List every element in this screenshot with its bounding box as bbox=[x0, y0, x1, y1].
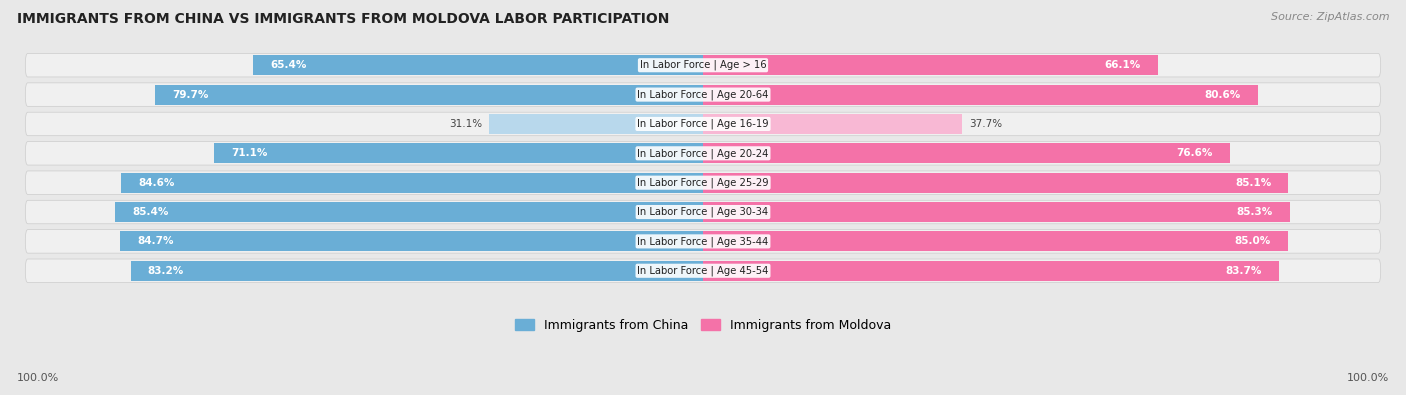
Text: In Labor Force | Age 30-34: In Labor Force | Age 30-34 bbox=[637, 207, 769, 217]
Text: 83.7%: 83.7% bbox=[1225, 266, 1261, 276]
FancyBboxPatch shape bbox=[25, 259, 1381, 282]
Text: 83.2%: 83.2% bbox=[148, 266, 184, 276]
Bar bbox=[489, 114, 703, 134]
Bar bbox=[703, 143, 1230, 163]
Text: 66.1%: 66.1% bbox=[1104, 60, 1140, 70]
Text: 84.7%: 84.7% bbox=[138, 236, 174, 246]
Text: 85.0%: 85.0% bbox=[1234, 236, 1271, 246]
Bar bbox=[131, 261, 703, 281]
Text: 100.0%: 100.0% bbox=[17, 373, 59, 383]
Bar bbox=[703, 55, 1157, 75]
Text: IMMIGRANTS FROM CHINA VS IMMIGRANTS FROM MOLDOVA LABOR PARTICIPATION: IMMIGRANTS FROM CHINA VS IMMIGRANTS FROM… bbox=[17, 12, 669, 26]
Legend: Immigrants from China, Immigrants from Moldova: Immigrants from China, Immigrants from M… bbox=[510, 314, 896, 337]
Bar bbox=[121, 173, 703, 193]
Bar bbox=[703, 261, 1279, 281]
FancyBboxPatch shape bbox=[25, 200, 1381, 224]
FancyBboxPatch shape bbox=[25, 83, 1381, 106]
Bar bbox=[121, 231, 703, 251]
Text: In Labor Force | Age 45-54: In Labor Force | Age 45-54 bbox=[637, 265, 769, 276]
Bar bbox=[155, 85, 703, 105]
FancyBboxPatch shape bbox=[25, 53, 1381, 77]
Text: Source: ZipAtlas.com: Source: ZipAtlas.com bbox=[1271, 12, 1389, 22]
Text: 65.4%: 65.4% bbox=[270, 60, 307, 70]
Text: 85.4%: 85.4% bbox=[132, 207, 169, 217]
Text: 85.1%: 85.1% bbox=[1234, 178, 1271, 188]
Text: 84.6%: 84.6% bbox=[138, 178, 174, 188]
FancyBboxPatch shape bbox=[25, 171, 1381, 194]
Bar bbox=[703, 114, 962, 134]
Bar bbox=[703, 231, 1288, 251]
Text: In Labor Force | Age > 16: In Labor Force | Age > 16 bbox=[640, 60, 766, 70]
Text: 76.6%: 76.6% bbox=[1177, 148, 1213, 158]
Text: In Labor Force | Age 20-64: In Labor Force | Age 20-64 bbox=[637, 89, 769, 100]
Text: 79.7%: 79.7% bbox=[172, 90, 208, 100]
Bar bbox=[703, 202, 1289, 222]
Text: In Labor Force | Age 25-29: In Labor Force | Age 25-29 bbox=[637, 177, 769, 188]
FancyBboxPatch shape bbox=[25, 112, 1381, 136]
FancyBboxPatch shape bbox=[25, 229, 1381, 253]
Text: In Labor Force | Age 35-44: In Labor Force | Age 35-44 bbox=[637, 236, 769, 246]
Text: In Labor Force | Age 20-24: In Labor Force | Age 20-24 bbox=[637, 148, 769, 158]
Text: 80.6%: 80.6% bbox=[1204, 90, 1240, 100]
Bar bbox=[214, 143, 703, 163]
Bar bbox=[703, 85, 1257, 105]
Text: 71.1%: 71.1% bbox=[231, 148, 267, 158]
Text: 37.7%: 37.7% bbox=[969, 119, 1002, 129]
Bar bbox=[253, 55, 703, 75]
Text: 31.1%: 31.1% bbox=[449, 119, 482, 129]
Bar bbox=[703, 173, 1288, 193]
Text: 100.0%: 100.0% bbox=[1347, 373, 1389, 383]
Bar bbox=[115, 202, 703, 222]
Text: In Labor Force | Age 16-19: In Labor Force | Age 16-19 bbox=[637, 119, 769, 129]
FancyBboxPatch shape bbox=[25, 141, 1381, 165]
Text: 85.3%: 85.3% bbox=[1236, 207, 1272, 217]
